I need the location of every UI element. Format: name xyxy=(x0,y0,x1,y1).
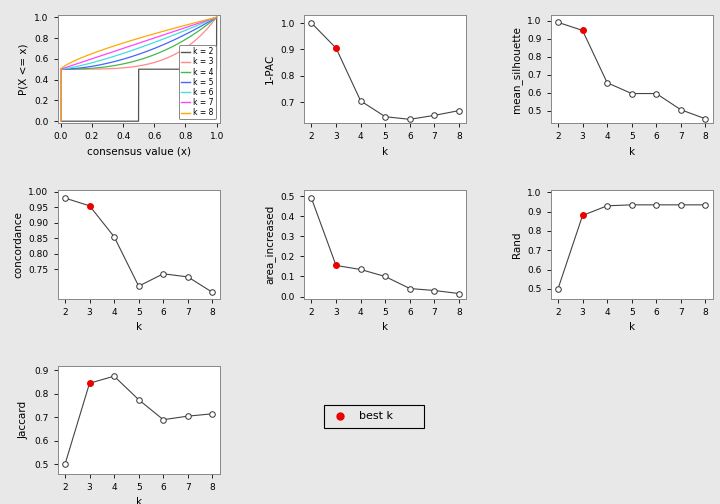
Y-axis label: mean_silhouette: mean_silhouette xyxy=(510,26,522,112)
Y-axis label: concordance: concordance xyxy=(13,211,23,278)
Y-axis label: Rand: Rand xyxy=(512,231,522,258)
Y-axis label: P(X <= x): P(X <= x) xyxy=(19,43,29,95)
X-axis label: k: k xyxy=(629,147,635,157)
X-axis label: k: k xyxy=(382,322,388,332)
Y-axis label: area_increased: area_increased xyxy=(264,205,275,284)
Y-axis label: Jaccard: Jaccard xyxy=(19,401,29,439)
X-axis label: k: k xyxy=(135,322,142,332)
X-axis label: consensus value (x): consensus value (x) xyxy=(86,147,191,157)
Text: best k: best k xyxy=(359,411,393,421)
X-axis label: k: k xyxy=(629,322,635,332)
Legend: k = 2, k = 3, k = 4, k = 5, k = 6, k = 7, k = 8: k = 2, k = 3, k = 4, k = 5, k = 6, k = 7… xyxy=(179,45,216,119)
X-axis label: k: k xyxy=(135,497,142,504)
Y-axis label: 1-PAC: 1-PAC xyxy=(265,54,275,84)
X-axis label: k: k xyxy=(382,147,388,157)
